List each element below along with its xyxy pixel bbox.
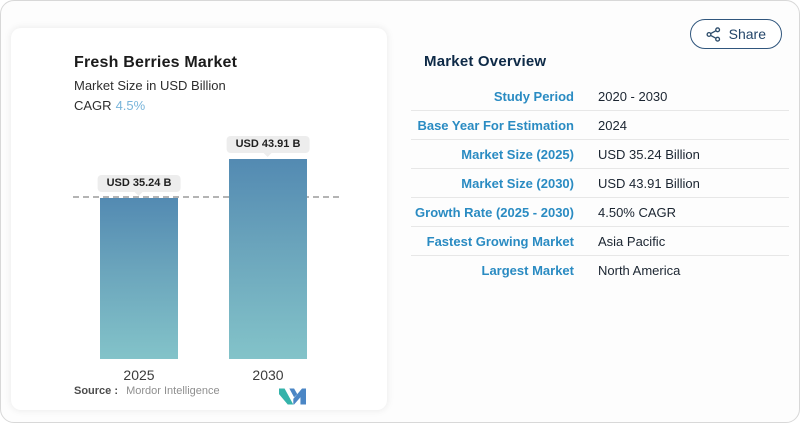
- source-label: Source :: [74, 385, 119, 397]
- row-label: Largest Market: [481, 263, 574, 278]
- x-axis-label-2030: 2030: [252, 367, 284, 383]
- share-button-label: Share: [728, 26, 766, 42]
- x-axis-label-2025: 2025: [123, 367, 155, 383]
- row-label: Market Size (2025): [461, 146, 574, 162]
- table-row-growth-rate: Growth Rate (2025 - 2030) 4.50% CAGR: [411, 198, 789, 227]
- market-overview-table: Study Period 2020 - 2030 Base Year For E…: [411, 82, 789, 285]
- bar-2025-value-label: USD 35.24 B: [97, 175, 181, 192]
- row-label: Market Size (2030): [461, 175, 574, 191]
- mordor-intelligence-logo-icon: [279, 388, 306, 405]
- cagr-value: 4.5%: [115, 98, 146, 113]
- table-row-market-size-2030: Market Size (2030) USD 43.91 Billion: [411, 169, 789, 198]
- bar-2025: USD 35.24 B 2025: [97, 175, 181, 383]
- market-overview-title: Market Overview: [424, 53, 547, 70]
- chart-title: Fresh Berries Market: [74, 54, 238, 71]
- table-row-largest-market: Largest Market North America: [411, 256, 789, 285]
- source-attribution: Source : Mordor Intelligence: [74, 385, 220, 397]
- chart-subtitle: Market Size in USD Billion: [74, 78, 226, 93]
- row-label: Study Period: [493, 88, 574, 104]
- bar-2025-fill: [100, 198, 178, 359]
- row-value: USD 43.91 Billion: [598, 175, 700, 191]
- row-value: 2024: [598, 117, 627, 133]
- market-chart-card: Fresh Berries Market Market Size in USD …: [11, 28, 387, 410]
- table-row-fastest-growing-market: Fastest Growing Market Asia Pacific: [411, 227, 789, 256]
- row-value: 4.50% CAGR: [598, 204, 677, 220]
- source-value: Mordor Intelligence: [126, 385, 220, 397]
- row-value: North America: [598, 263, 681, 278]
- row-label: Fastest Growing Market: [426, 233, 574, 249]
- bar-2030-value-label: USD 43.91 B: [226, 136, 310, 153]
- cagr-label: CAGR: [74, 98, 112, 113]
- table-row-base-year: Base Year For Estimation 2024: [411, 111, 789, 140]
- table-row-study-period: Study Period 2020 - 2030: [411, 82, 789, 111]
- share-button[interactable]: Share: [689, 19, 782, 49]
- reference-dashed-line: [73, 196, 339, 198]
- bar-2030: USD 43.91 B 2030: [226, 136, 310, 383]
- row-label: Base Year For Estimation: [417, 117, 574, 133]
- row-value: Asia Pacific: [598, 233, 666, 249]
- share-nodes-icon: [706, 26, 720, 42]
- row-value: 2020 - 2030: [598, 88, 668, 104]
- bar-2030-fill: [229, 159, 307, 359]
- chart-cagr-line: CAGR 4.5%: [74, 98, 145, 113]
- row-label: Growth Rate (2025 - 2030): [415, 204, 574, 220]
- row-value: USD 35.24 Billion: [598, 146, 700, 162]
- table-row-market-size-2025: Market Size (2025) USD 35.24 Billion: [411, 140, 789, 169]
